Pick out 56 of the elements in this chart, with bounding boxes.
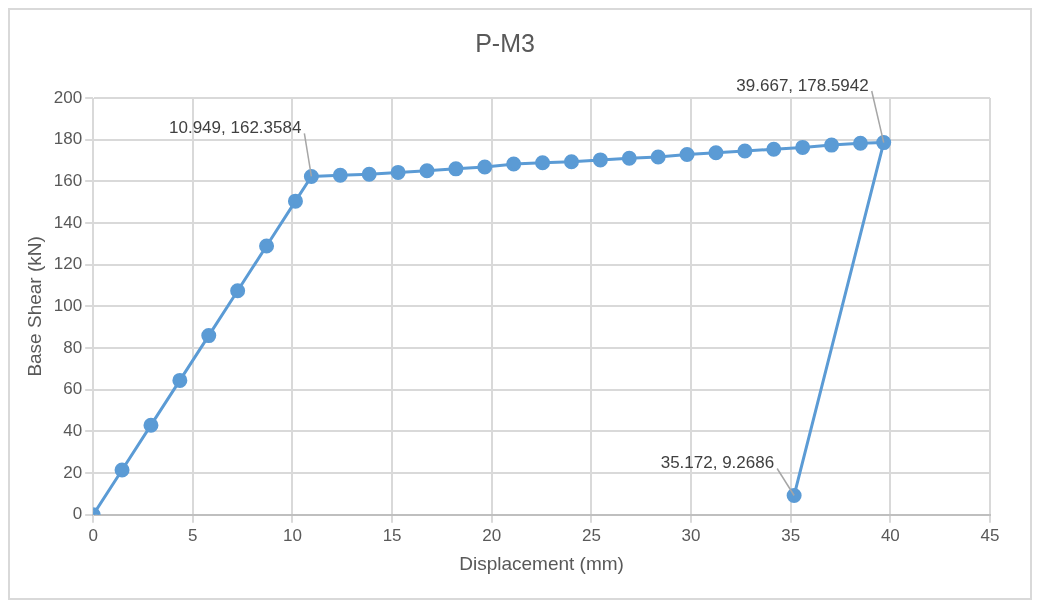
x-tick-label: 0 [88, 525, 98, 545]
annotation: 35.172, 9.2686 [660, 453, 775, 473]
point [786, 487, 802, 503]
point [361, 166, 377, 182]
point [824, 137, 840, 153]
point [230, 283, 246, 299]
point [650, 149, 666, 165]
x-tick-label: 10 [283, 525, 302, 545]
point [201, 328, 217, 344]
point [287, 193, 303, 209]
y-tick-label: 120 [53, 254, 83, 274]
y-tick-label: 40 [63, 421, 83, 441]
point [737, 143, 753, 159]
x-tick-label: 35 [781, 525, 801, 545]
y-tick-label: 60 [63, 379, 83, 399]
y-tick-label: 80 [63, 337, 83, 357]
y-tick-label: 100 [53, 296, 83, 316]
point [172, 372, 188, 388]
y-tick-label: 200 [53, 87, 83, 107]
point [143, 417, 159, 433]
x-axis-title: Displacement (mm) [459, 552, 624, 574]
y-axis-title: Base Shear (kN) [23, 236, 45, 377]
y-tick-label: 160 [53, 171, 83, 191]
point [592, 152, 608, 168]
point [708, 145, 724, 161]
x-tick-label: 25 [581, 525, 601, 545]
point [852, 135, 868, 151]
point [876, 135, 892, 151]
x-tick-label: 30 [681, 525, 701, 545]
point [535, 155, 551, 171]
point [477, 159, 493, 175]
annotation: 39.667, 178.5942 [736, 75, 869, 95]
point [563, 154, 579, 170]
point [303, 168, 319, 184]
point [419, 163, 435, 179]
point [506, 156, 522, 172]
x-tick-label: 20 [482, 525, 502, 545]
chart-title: P-M3 [475, 28, 535, 57]
y-tick-label: 20 [63, 462, 83, 482]
point [332, 167, 348, 183]
point [259, 238, 275, 254]
point [621, 150, 637, 166]
point [390, 164, 406, 180]
x-tick-label: 40 [880, 525, 900, 545]
point [679, 146, 695, 162]
point [448, 161, 464, 177]
x-tick-label: 5 [188, 525, 198, 545]
point [766, 141, 782, 157]
y-tick-label: 0 [72, 504, 83, 524]
y-tick-label: 180 [53, 129, 83, 149]
y-tick-label: 140 [53, 212, 83, 232]
point [795, 139, 811, 155]
point [114, 462, 130, 478]
x-tick-label: 45 [980, 525, 1000, 545]
x-tick-label: 15 [382, 525, 402, 545]
annotation: 10.949, 162.3584 [169, 118, 302, 138]
